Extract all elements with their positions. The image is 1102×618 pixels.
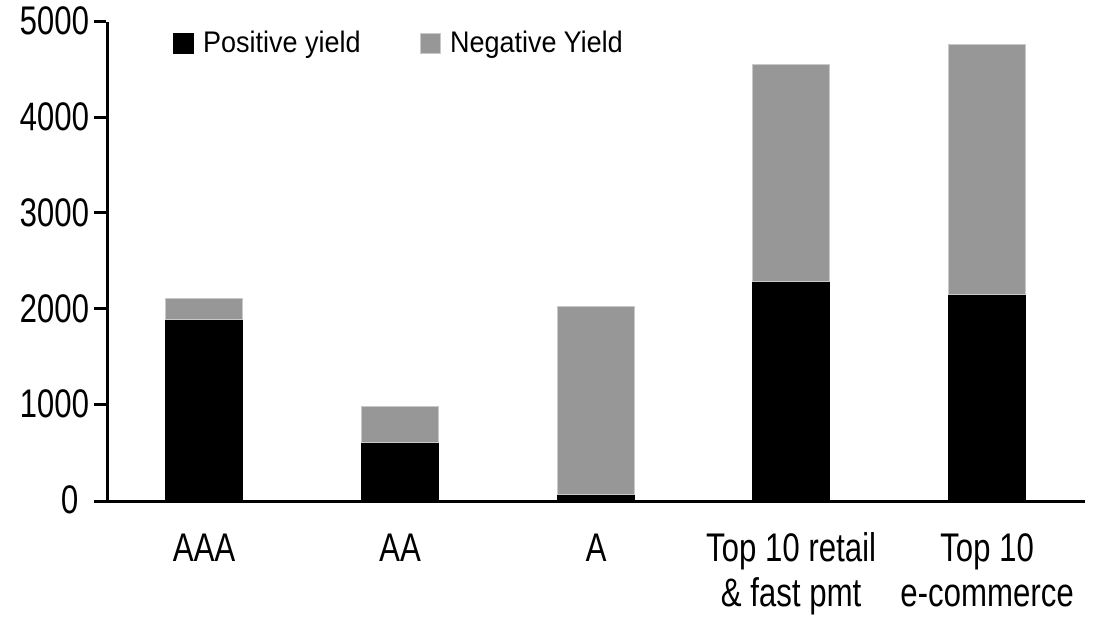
legend-label: Positive yield xyxy=(203,26,361,59)
x-category-label-line: & fast pmt xyxy=(721,571,862,615)
y-tick xyxy=(94,211,106,215)
bar-segment-positive-yield xyxy=(948,295,1026,500)
legend-label: Negative Yield xyxy=(450,26,623,59)
bar-segment-positive-yield xyxy=(752,281,831,500)
x-axis-line xyxy=(94,500,1085,503)
bar-segment-negative-yield xyxy=(556,305,635,496)
bar-segment-positive-yield xyxy=(360,442,439,500)
y-tick-label-text: 2000 xyxy=(19,286,89,331)
legend-item: Positive yield xyxy=(173,28,378,58)
y-tick-label-text: 0 xyxy=(60,478,78,522)
legend-swatch-positive-yield xyxy=(173,32,194,54)
y-tick-label-text: 3000 xyxy=(19,190,89,235)
x-category-label-line: e-commerce xyxy=(900,571,1074,615)
x-category-label: A xyxy=(494,526,697,571)
y-tick xyxy=(94,402,106,406)
bar-segment-negative-yield xyxy=(360,406,439,443)
x-category-label: Top 10 e-commerce xyxy=(886,526,1089,616)
y-tick xyxy=(94,115,106,119)
x-category-label: AA xyxy=(298,526,501,571)
y-tick-label-text: 5000 xyxy=(19,0,89,44)
y-tick-label: 2000 xyxy=(0,289,89,329)
y-tick-label-text: 4000 xyxy=(19,95,89,140)
y-tick-label: 5000 xyxy=(0,1,89,41)
x-category-label-line: Top 10 retail xyxy=(706,526,877,570)
bar-segment-negative-yield xyxy=(165,298,243,321)
x-category-label: Top 10 retail & fast pmt xyxy=(690,526,893,616)
bar-segment-negative-yield xyxy=(752,63,831,282)
legend-item: Negative Yield xyxy=(420,28,642,58)
x-category-label-line: A xyxy=(585,526,606,570)
bar-segment-positive-yield xyxy=(165,320,243,500)
legend-swatch-negative-yield xyxy=(420,32,441,54)
y-tick-label: 4000 xyxy=(0,97,89,137)
x-category-label-line: Top 10 xyxy=(940,526,1034,570)
y-tick xyxy=(94,307,106,311)
x-category-label-line: AAA xyxy=(172,526,236,570)
y-tick-label: 3000 xyxy=(0,193,89,233)
bar-segment-positive-yield xyxy=(556,495,635,500)
y-tick xyxy=(94,20,106,23)
y-tick-label-text: 1000 xyxy=(19,382,89,427)
y-tick-label: 1000 xyxy=(0,384,89,424)
bar-segment-negative-yield xyxy=(948,44,1026,296)
x-category-label-line: AA xyxy=(378,526,421,570)
y-tick-label: 0 xyxy=(0,480,78,520)
y-axis-line xyxy=(106,21,109,503)
x-category-label: AAA xyxy=(103,526,306,571)
